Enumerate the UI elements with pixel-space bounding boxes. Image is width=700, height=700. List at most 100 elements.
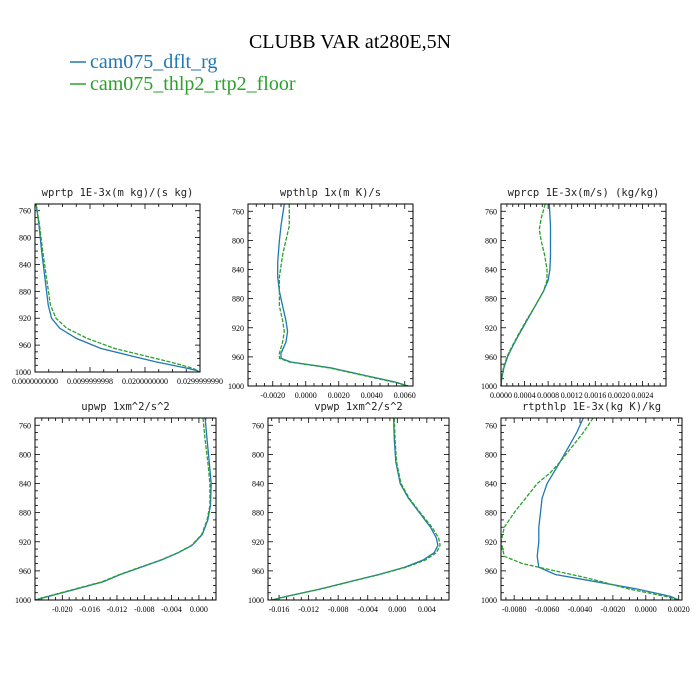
y-tick-label: 1000	[248, 596, 264, 605]
y-tick-label: 920	[232, 324, 244, 333]
x-tick-label: 0.0016	[584, 391, 606, 400]
y-tick-label: 920	[485, 538, 497, 547]
x-tick-label: 0.0000	[295, 391, 317, 400]
y-tick-label: 760	[485, 207, 497, 216]
panel-6: rtpthlp 1E-3x(kg K)/kg 760 800 840 880 920 960…	[481, 401, 690, 614]
panel-5: vpwp 1xm^2/s^2 760 800 840 880 920 960 1000 -0.0…	[248, 401, 450, 614]
y-tick-label: 920	[252, 538, 264, 547]
series-line-dflt	[277, 203, 409, 387]
y-tick-label: 800	[485, 450, 497, 459]
y-tick-label: 760	[19, 421, 31, 430]
x-tick-label: -0.0020	[260, 391, 285, 400]
y-tick-label: 840	[485, 266, 497, 275]
y-tick-label: 800	[485, 236, 497, 245]
y-tick-label: 880	[252, 509, 264, 518]
series-line-floor	[500, 417, 679, 601]
legend-label-floor: cam075_thlp2_rtp2_floor	[90, 73, 296, 95]
y-tick-label: 800	[19, 234, 31, 243]
panel-1: wprtp 1E-3x(m kg)/(s kg) 760 800 840 880 920 9…	[12, 187, 223, 386]
x-tick-label: -0.012	[107, 605, 128, 614]
x-tick-label: 0.0000	[490, 391, 512, 400]
y-tick-label: 960	[252, 567, 264, 576]
x-tick-label: -0.004	[161, 605, 182, 614]
y-tick-label: 880	[485, 509, 497, 518]
y-tick-label: 920	[19, 314, 31, 323]
y-tick-label: 960	[19, 341, 31, 350]
y-tick-label: 920	[485, 324, 497, 333]
figure-title: CLUBB VAR at280E,5N	[249, 31, 451, 53]
panel-3: wprcp 1E-3x(m/s) (kg/kg) 760 800 840 880 920 9…	[481, 187, 667, 400]
panel-title: wprtp 1E-3x(m kg)/(s kg)	[42, 187, 194, 199]
x-tick-label: -0.0040	[568, 605, 593, 614]
panel-4: upwp 1xm^2/s^2 760 800 840 880 920 960 1000 -0.0…	[15, 401, 217, 614]
x-tick-label: 0.0200000000	[122, 377, 168, 386]
plot-frame	[500, 203, 667, 387]
y-tick-label: 840	[232, 266, 244, 275]
y-tick-label: 800	[19, 450, 31, 459]
x-tick-label: -0.012	[298, 605, 319, 614]
series-line-dflt	[35, 203, 200, 373]
x-tick-label: -0.008	[328, 605, 349, 614]
panel-title: wpthlp 1x(m K)/s	[280, 187, 381, 199]
plot-frame	[34, 417, 217, 601]
y-tick-label: 1000	[15, 368, 31, 377]
plot-frame	[267, 417, 450, 601]
y-tick-label: 960	[485, 567, 497, 576]
y-tick-label: 760	[252, 421, 264, 430]
y-tick-label: 1000	[228, 382, 244, 391]
x-tick-label: 0.0000	[635, 605, 657, 614]
series-line-floor	[278, 204, 409, 387]
plot-frame	[500, 417, 683, 601]
y-tick-label: 800	[232, 236, 244, 245]
y-tick-label: 760	[232, 207, 244, 216]
x-tick-label: 0.0020	[608, 391, 630, 400]
panel-2: wpthlp 1x(m K)/s 760 800 840 880 920 960 1000 -0…	[228, 187, 416, 400]
legend: cam075_dflt_rg cam075_thlp2_rtp2_floor	[70, 51, 296, 95]
series-line-dflt	[271, 417, 439, 601]
plot-frame	[34, 203, 201, 373]
x-tick-label: 0.0040	[361, 391, 383, 400]
y-tick-label: 760	[485, 421, 497, 430]
panel-title: wprcp 1E-3x(m/s) (kg/kg)	[508, 187, 660, 199]
y-tick-label: 840	[485, 480, 497, 489]
y-tick-label: 840	[19, 480, 31, 489]
series-line-floor	[500, 203, 548, 387]
series-line-dflt	[536, 417, 679, 601]
y-tick-label: 1000	[15, 596, 31, 605]
series-line-floor	[271, 417, 441, 601]
x-tick-label: 0.0060	[394, 391, 416, 400]
series-line-floor	[35, 203, 200, 373]
x-tick-label: 0.000	[190, 605, 208, 614]
panels: wprtp 1E-3x(m kg)/(s kg) 760 800 840 880 920 9…	[12, 187, 690, 614]
legend-label-dflt: cam075_dflt_rg	[90, 51, 217, 73]
x-tick-label: 0.0012	[561, 391, 583, 400]
y-tick-label: 920	[19, 538, 31, 547]
x-tick-label: 0.0299999990	[177, 377, 223, 386]
x-tick-label: -0.016	[269, 605, 290, 614]
x-tick-label: 0.0099999998	[67, 377, 113, 386]
y-tick-label: 960	[485, 353, 497, 362]
x-tick-label: 0.0004	[514, 391, 536, 400]
y-tick-label: 960	[19, 567, 31, 576]
x-tick-label: 0.0020	[328, 391, 350, 400]
y-tick-label: 880	[19, 509, 31, 518]
y-tick-label: 1000	[481, 596, 497, 605]
y-tick-label: 960	[232, 353, 244, 362]
x-tick-label: 0.000	[388, 605, 406, 614]
y-tick-label: 840	[19, 260, 31, 269]
x-tick-label: -0.0080	[502, 605, 527, 614]
x-tick-label: 0.0024	[631, 391, 653, 400]
x-tick-label: 0.0020	[668, 605, 690, 614]
series-line-floor	[34, 417, 211, 601]
y-tick-label: 1000	[481, 382, 497, 391]
panel-title: upwp 1xm^2/s^2	[81, 401, 170, 413]
y-tick-label: 760	[19, 207, 31, 216]
y-tick-label: 880	[485, 295, 497, 304]
y-tick-label: 880	[19, 287, 31, 296]
x-tick-label: -0.0020	[601, 605, 626, 614]
y-tick-label: 840	[252, 480, 264, 489]
x-tick-label: 0.0000000000	[12, 377, 58, 386]
y-tick-label: 800	[252, 450, 264, 459]
x-tick-label: -0.004	[357, 605, 378, 614]
